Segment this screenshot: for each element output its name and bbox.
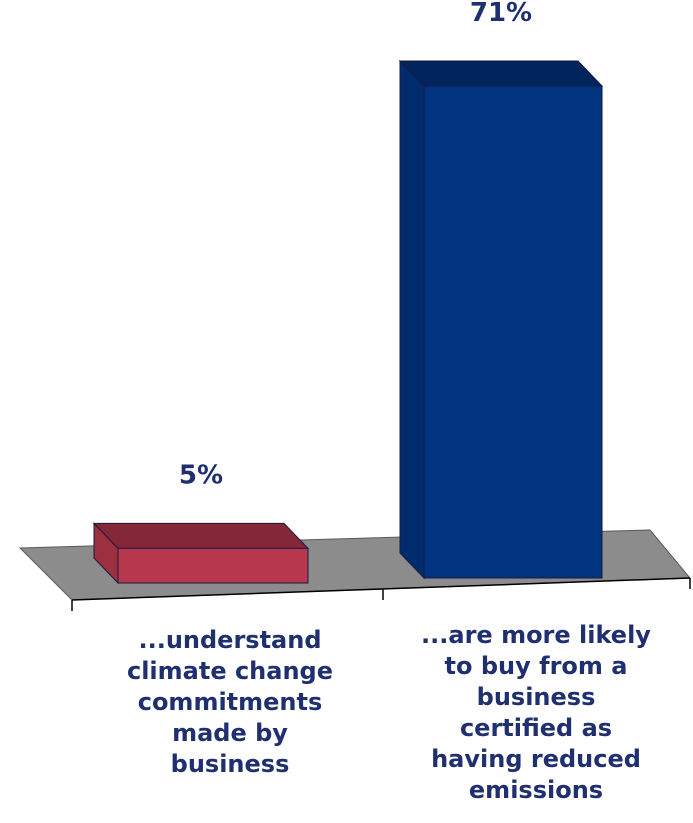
x-axis-line — [71, 577, 691, 601]
bar-0 — [92, 522, 310, 585]
bar-top-face — [398, 60, 604, 87]
category-label-buy: ...are more likely to buy from a busines… — [421, 621, 651, 804]
bar-front-face — [117, 547, 309, 584]
bar-front-face — [423, 85, 603, 579]
category-label-understand: ...understand climate change commitments… — [126, 626, 334, 778]
value-label-1: 71% — [470, 0, 532, 28]
bar-top-face — [92, 522, 310, 549]
bar-side-face — [399, 59, 425, 580]
bar-1 — [398, 59, 604, 580]
value-label-0: 5% — [179, 460, 223, 490]
